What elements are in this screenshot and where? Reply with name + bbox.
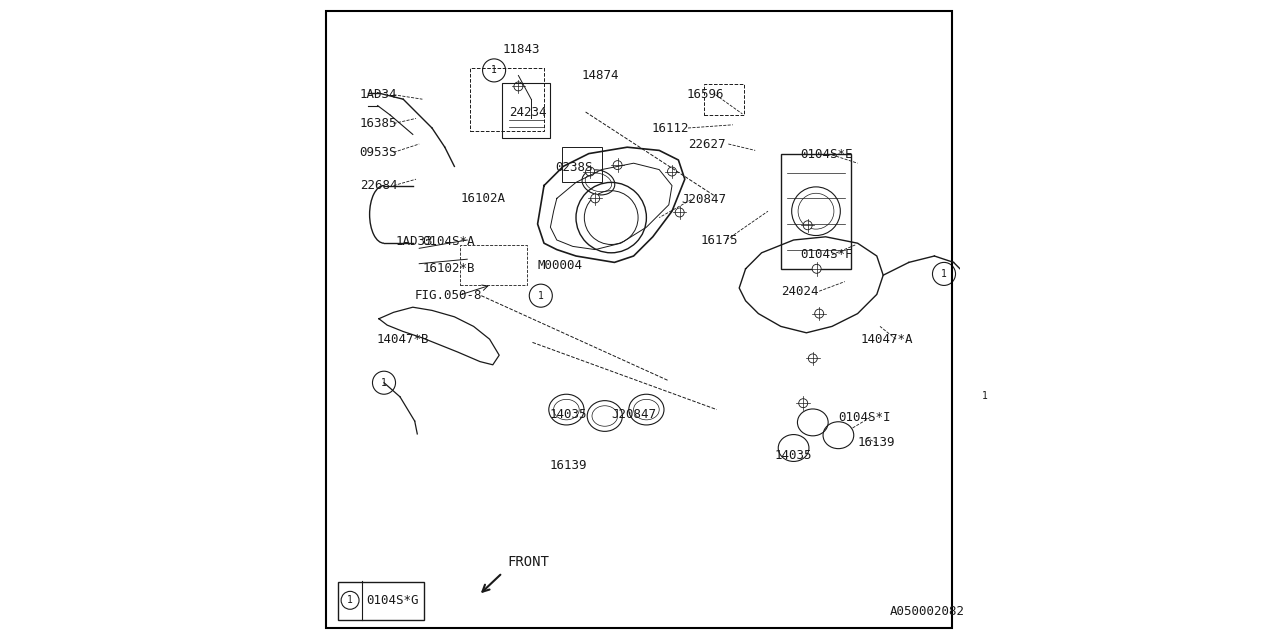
Text: 24234: 24234 bbox=[508, 106, 547, 118]
Text: 24024: 24024 bbox=[781, 285, 818, 298]
Text: 0953S: 0953S bbox=[360, 146, 397, 159]
Text: J20847: J20847 bbox=[681, 193, 727, 206]
Text: 1: 1 bbox=[982, 390, 987, 401]
Text: FRONT: FRONT bbox=[507, 555, 549, 569]
Text: 1: 1 bbox=[941, 269, 947, 279]
Circle shape bbox=[613, 161, 622, 170]
Text: 14874: 14874 bbox=[581, 69, 618, 82]
Text: 16385: 16385 bbox=[360, 117, 397, 130]
Text: 16102A: 16102A bbox=[461, 192, 506, 205]
Text: 14035: 14035 bbox=[549, 408, 586, 421]
Text: 16139: 16139 bbox=[858, 436, 895, 449]
Text: 11843: 11843 bbox=[502, 44, 540, 56]
Circle shape bbox=[676, 208, 685, 217]
Text: 0104S*E: 0104S*E bbox=[800, 148, 852, 161]
Text: 14035: 14035 bbox=[774, 449, 812, 462]
Circle shape bbox=[804, 221, 813, 230]
Text: 0104S*A: 0104S*A bbox=[422, 236, 475, 248]
Text: 1AD34: 1AD34 bbox=[360, 88, 397, 101]
Text: 0104S*F: 0104S*F bbox=[800, 248, 852, 261]
Text: 1: 1 bbox=[538, 291, 544, 301]
Circle shape bbox=[585, 167, 594, 176]
Text: A050002082: A050002082 bbox=[890, 605, 965, 618]
Text: 14047*A: 14047*A bbox=[860, 333, 914, 346]
Text: M00004: M00004 bbox=[538, 259, 582, 272]
Circle shape bbox=[668, 167, 677, 176]
Circle shape bbox=[809, 354, 818, 363]
Text: 16102*B: 16102*B bbox=[422, 262, 475, 275]
Circle shape bbox=[812, 264, 822, 273]
Text: 1: 1 bbox=[347, 595, 353, 605]
Text: 1: 1 bbox=[381, 378, 387, 388]
Text: 1AD33: 1AD33 bbox=[396, 236, 433, 248]
Text: 14047*B: 14047*B bbox=[376, 333, 429, 346]
Text: 22684: 22684 bbox=[360, 179, 397, 192]
Circle shape bbox=[799, 399, 808, 408]
Text: FIG.050-8: FIG.050-8 bbox=[415, 289, 483, 302]
Text: 16596: 16596 bbox=[686, 88, 723, 101]
Text: 0104S*I: 0104S*I bbox=[838, 411, 891, 424]
Text: 0104S*G: 0104S*G bbox=[366, 594, 419, 607]
Text: 22627: 22627 bbox=[689, 138, 726, 150]
Text: J20847: J20847 bbox=[612, 408, 657, 421]
Text: 16175: 16175 bbox=[701, 234, 739, 246]
Text: 16139: 16139 bbox=[549, 460, 586, 472]
Circle shape bbox=[591, 194, 600, 203]
Text: 16112: 16112 bbox=[652, 122, 689, 134]
Circle shape bbox=[815, 309, 824, 318]
Circle shape bbox=[513, 82, 524, 91]
Text: 1: 1 bbox=[492, 65, 497, 76]
Text: 0238S: 0238S bbox=[556, 161, 593, 174]
